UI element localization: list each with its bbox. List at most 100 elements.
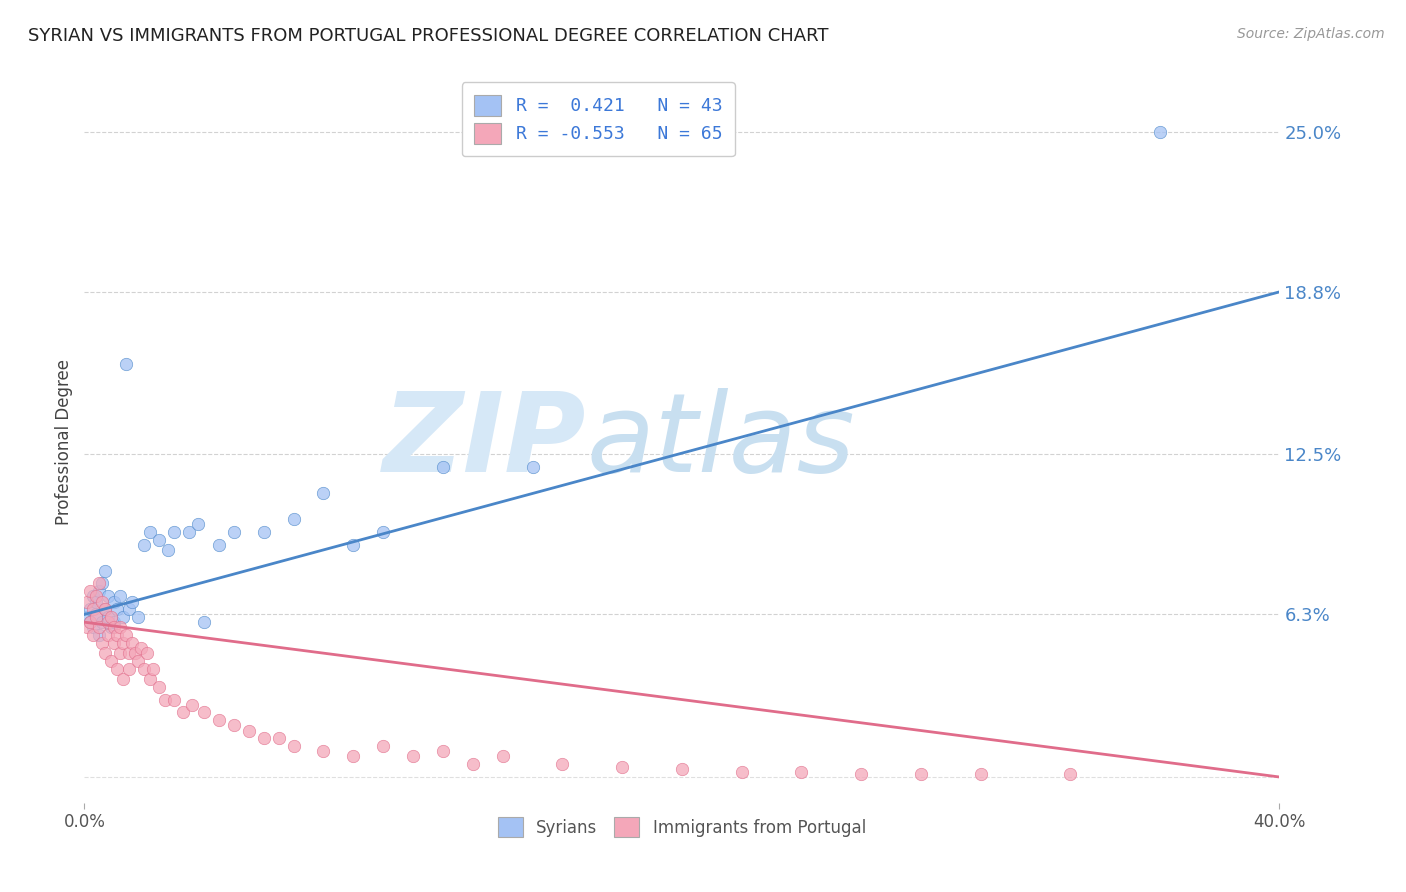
Legend: Syrians, Immigrants from Portugal: Syrians, Immigrants from Portugal — [489, 809, 875, 845]
Point — [139, 672, 162, 686]
Point — [89, 620, 111, 634]
Point — [142, 662, 165, 676]
Point — [432, 460, 454, 475]
Point — [110, 590, 132, 604]
Point — [79, 615, 101, 630]
Point — [283, 739, 305, 753]
Point — [1059, 767, 1081, 781]
Point — [105, 662, 128, 676]
Point — [97, 615, 120, 630]
Point — [127, 610, 149, 624]
Point — [187, 517, 209, 532]
Point — [82, 628, 104, 642]
Point — [342, 538, 364, 552]
Point — [118, 602, 141, 616]
Point — [91, 594, 114, 608]
Point — [94, 564, 117, 578]
Point — [970, 767, 993, 781]
Point — [163, 524, 186, 539]
Point — [91, 636, 114, 650]
Point — [312, 744, 335, 758]
Point — [82, 602, 104, 616]
Point — [790, 764, 813, 779]
Point — [121, 636, 143, 650]
Point — [82, 590, 104, 604]
Point — [97, 590, 120, 604]
Point — [86, 610, 108, 624]
Point — [129, 640, 152, 655]
Point — [121, 594, 143, 608]
Point — [612, 760, 634, 774]
Point — [222, 718, 245, 732]
Point — [671, 762, 693, 776]
Point — [105, 602, 128, 616]
Point — [910, 767, 932, 781]
Point — [253, 524, 276, 539]
Point — [100, 654, 122, 668]
Point — [89, 576, 111, 591]
Point — [112, 610, 135, 624]
Point — [312, 486, 335, 500]
Point — [94, 646, 117, 660]
Point — [103, 615, 125, 630]
Point — [153, 692, 176, 706]
Point — [373, 524, 395, 539]
Point — [148, 533, 170, 547]
Point — [89, 584, 111, 599]
Point — [97, 628, 120, 642]
Point — [157, 542, 180, 557]
Point — [492, 749, 515, 764]
Point — [86, 590, 108, 604]
Point — [132, 662, 156, 676]
Point — [136, 646, 159, 660]
Point — [139, 524, 162, 539]
Point — [172, 706, 194, 720]
Point — [851, 767, 873, 781]
Point — [105, 628, 128, 642]
Point — [1149, 125, 1171, 139]
Point — [82, 620, 104, 634]
Point — [208, 538, 231, 552]
Point — [115, 357, 138, 371]
Point — [222, 524, 245, 539]
Point — [110, 620, 132, 634]
Point — [177, 524, 200, 539]
Point — [181, 698, 204, 712]
Point — [97, 610, 120, 624]
Point — [193, 615, 215, 630]
Point — [118, 662, 141, 676]
Point — [193, 706, 215, 720]
Point — [731, 764, 754, 779]
Point — [163, 692, 186, 706]
Point — [79, 615, 101, 630]
Point — [283, 512, 305, 526]
Point — [124, 646, 146, 660]
Point — [76, 620, 98, 634]
Point — [127, 654, 149, 668]
Point — [100, 620, 122, 634]
Point — [148, 680, 170, 694]
Point — [373, 739, 395, 753]
Point — [100, 610, 122, 624]
Point — [522, 460, 544, 475]
Y-axis label: Professional Degree: Professional Degree — [55, 359, 73, 524]
Point — [432, 744, 454, 758]
Point — [86, 607, 108, 622]
Point — [76, 610, 98, 624]
Point — [112, 636, 135, 650]
Point — [115, 628, 138, 642]
Point — [91, 615, 114, 630]
Point — [342, 749, 364, 764]
Point — [238, 723, 260, 738]
Point — [402, 749, 425, 764]
Point — [79, 602, 101, 616]
Text: atlas: atlas — [586, 388, 855, 495]
Point — [103, 594, 125, 608]
Point — [253, 731, 276, 746]
Point — [94, 602, 117, 616]
Point — [76, 594, 98, 608]
Point — [267, 731, 290, 746]
Point — [94, 602, 117, 616]
Point — [103, 636, 125, 650]
Point — [118, 646, 141, 660]
